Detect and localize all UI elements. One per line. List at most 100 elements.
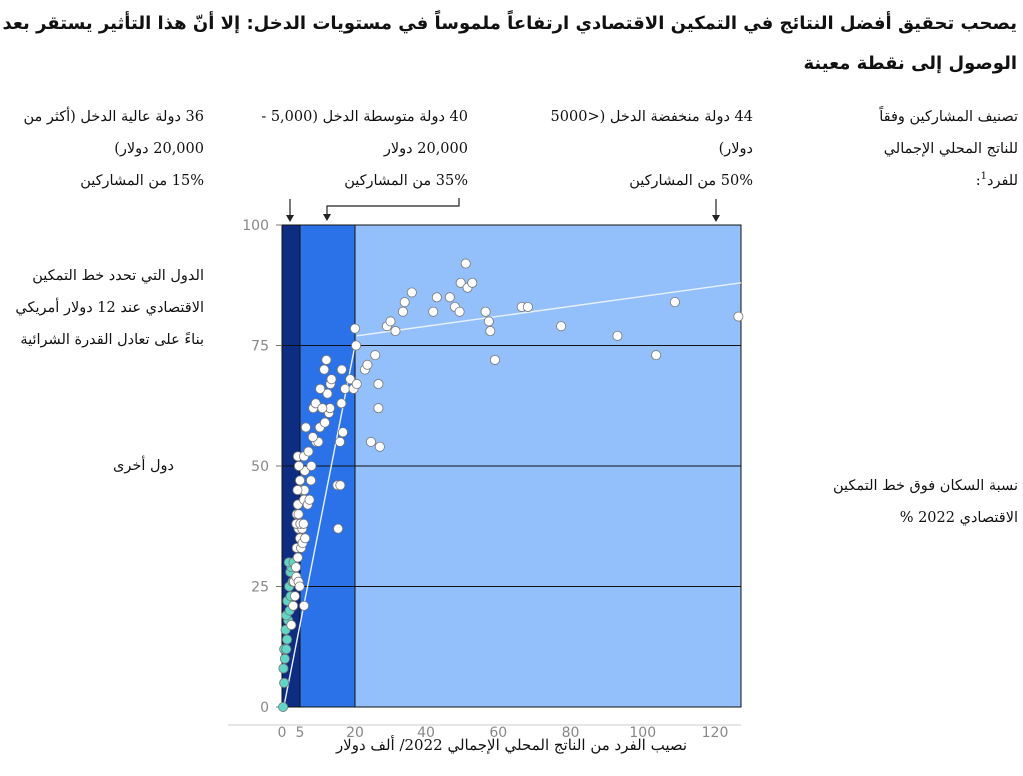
- x-tick-label: 40: [417, 725, 435, 741]
- point-other-country: [351, 340, 362, 351]
- point-other-country: [299, 600, 310, 611]
- middle-income-label: 40 دولة متوسطة الدخل (5,000 - 20,000 دول…: [234, 101, 468, 197]
- point-other-country: [454, 306, 465, 317]
- high-income-share: 15% من المشاركين: [80, 173, 204, 189]
- low-income-count: 44 دولة منخفضة الدخل (<5000 دولار): [550, 109, 753, 157]
- point-other-country: [385, 316, 396, 327]
- point-other-country: [292, 485, 303, 496]
- point-other-country: [365, 436, 376, 447]
- page-title: يصحب تحقيق أفضل النتائج في التمكين الاقت…: [2, 13, 1018, 34]
- point-other-country: [315, 383, 326, 394]
- x-tick-label: 120: [702, 725, 729, 741]
- footnote-marker: 1: [980, 171, 987, 183]
- point-other-country: [337, 427, 348, 438]
- point-other-country: [374, 441, 385, 452]
- point-poverty-line-country: [279, 677, 290, 688]
- point-other-country: [304, 494, 315, 505]
- legend-poverty-line-countries: الدول التي تحدد خط التمكين الاقتصادي عند…: [15, 268, 204, 348]
- point-other-country: [322, 388, 333, 399]
- x-tick-label: 5: [296, 725, 305, 741]
- point-other-country: [467, 277, 478, 288]
- point-other-country: [321, 354, 332, 365]
- point-other-country: [305, 475, 316, 486]
- point-other-country: [485, 326, 496, 337]
- point-other-country: [340, 383, 351, 394]
- point-other-country: [291, 562, 302, 573]
- high-income-label: 36 دولة عالية الدخل (أكثر من 20,000 دولا…: [4, 101, 204, 197]
- point-other-country: [406, 287, 417, 298]
- point-other-country: [489, 354, 500, 365]
- point-other-country: [289, 591, 300, 602]
- point-other-country: [303, 446, 314, 457]
- point-other-country: [399, 297, 410, 308]
- point-other-country: [455, 277, 466, 288]
- point-other-country: [298, 518, 309, 529]
- point-other-country: [300, 422, 311, 433]
- legend-other-countries: دول أخرى: [113, 458, 174, 474]
- point-other-country: [428, 306, 439, 317]
- point-other-country: [483, 316, 494, 327]
- point-other-country: [556, 321, 567, 332]
- point-other-country: [444, 292, 455, 303]
- point-other-country: [349, 323, 360, 334]
- point-other-country: [335, 480, 346, 491]
- x-axis-label: نصيب الفرد من الناتج المحلي الإجمالي 202…: [335, 736, 688, 754]
- point-other-country: [373, 379, 384, 390]
- point-other-country: [351, 379, 362, 390]
- point-other-country: [333, 523, 344, 534]
- point-other-country: [733, 311, 744, 322]
- point-other-country: [334, 436, 345, 447]
- middle-band-bracket: [326, 198, 460, 216]
- y-tick-label: 50: [251, 459, 269, 475]
- point-other-country: [336, 364, 347, 375]
- point-poverty-line-country: [278, 702, 289, 713]
- point-other-country: [397, 306, 408, 317]
- point-other-country: [326, 374, 337, 385]
- low-income-share: 50% من المشاركين: [629, 173, 753, 189]
- point-other-country: [612, 330, 623, 341]
- point-other-country: [286, 620, 297, 631]
- point-other-country: [319, 364, 330, 375]
- point-other-country: [293, 460, 304, 471]
- point-other-country: [294, 475, 305, 486]
- point-other-country: [317, 403, 328, 414]
- point-other-country: [480, 306, 491, 317]
- point-other-country: [651, 350, 662, 361]
- middle-income-count: 40 دولة متوسطة الدخل (5,000 - 20,000 دول…: [261, 109, 468, 157]
- high-income-count: 36 دولة عالية الدخل (أكثر من 20,000 دولا…: [23, 109, 204, 157]
- point-other-country: [460, 258, 471, 269]
- page-subtitle: الوصول إلى نقطة معينة: [803, 53, 1017, 74]
- classification-label: تصنيف المشاركين وفقاً للناتج المحلي الإج…: [879, 109, 1018, 189]
- classification-text: تصنيف المشاركين وفقاً للناتج المحلي الإج…: [879, 109, 1018, 189]
- x-tick-label: 80: [562, 725, 580, 741]
- trend-line-plateau: [356, 282, 742, 337]
- point-other-country: [307, 432, 318, 443]
- middle-band-arrow-head: [323, 214, 331, 221]
- point-poverty-line-country: [278, 663, 289, 674]
- point-other-country: [293, 509, 304, 520]
- point-poverty-line-country: [282, 634, 293, 645]
- y-tick-label: 0: [260, 700, 269, 716]
- x-tick-label: 100: [629, 725, 656, 741]
- point-other-country: [362, 359, 373, 370]
- point-other-country: [370, 350, 381, 361]
- point-other-country: [373, 403, 384, 414]
- point-other-country: [522, 301, 533, 312]
- point-other-country: [390, 326, 401, 337]
- x-tick-label: 0: [278, 725, 287, 741]
- low-band-arrow-head: [286, 215, 294, 222]
- point-other-country: [300, 533, 311, 544]
- x-tick-label: 60: [489, 725, 507, 741]
- middle-income-share: 35% من المشاركين: [344, 173, 468, 189]
- point-other-country: [431, 292, 442, 303]
- point-other-country: [288, 600, 299, 611]
- y-axis-label: نسبة السكان فوق خط التمكين الاقتصادي 202…: [832, 478, 1018, 526]
- point-other-country: [319, 417, 330, 428]
- low-income-label: 44 دولة منخفضة الدخل (<5000 دولار) 50% م…: [520, 101, 753, 197]
- y-tick-label: 100: [242, 218, 269, 234]
- point-other-country: [336, 398, 347, 409]
- point-other-country: [669, 297, 680, 308]
- point-other-country: [294, 581, 305, 592]
- y-tick-label: 75: [251, 339, 269, 355]
